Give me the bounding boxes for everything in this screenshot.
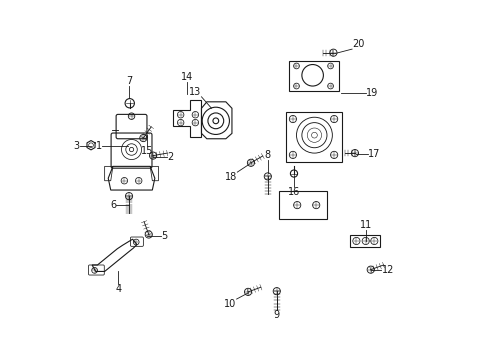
Text: 2: 2 (167, 152, 173, 162)
Text: 20: 20 (351, 39, 364, 49)
Text: 6: 6 (110, 200, 116, 210)
Text: 10: 10 (224, 299, 236, 309)
Text: 3: 3 (73, 141, 80, 151)
Text: 4: 4 (115, 284, 121, 294)
Text: 18: 18 (224, 172, 237, 182)
Text: 5: 5 (161, 231, 167, 240)
Text: 12: 12 (381, 265, 393, 275)
Text: 9: 9 (273, 310, 279, 320)
Text: 1: 1 (96, 141, 102, 151)
Text: 19: 19 (365, 88, 377, 98)
Text: 7: 7 (125, 76, 132, 86)
Text: 16: 16 (287, 187, 300, 197)
Text: 8: 8 (264, 150, 270, 160)
Text: 17: 17 (367, 149, 380, 159)
Text: 15: 15 (141, 145, 153, 156)
Text: 11: 11 (360, 220, 372, 230)
Text: 14: 14 (181, 72, 193, 82)
Text: 13: 13 (189, 87, 201, 97)
